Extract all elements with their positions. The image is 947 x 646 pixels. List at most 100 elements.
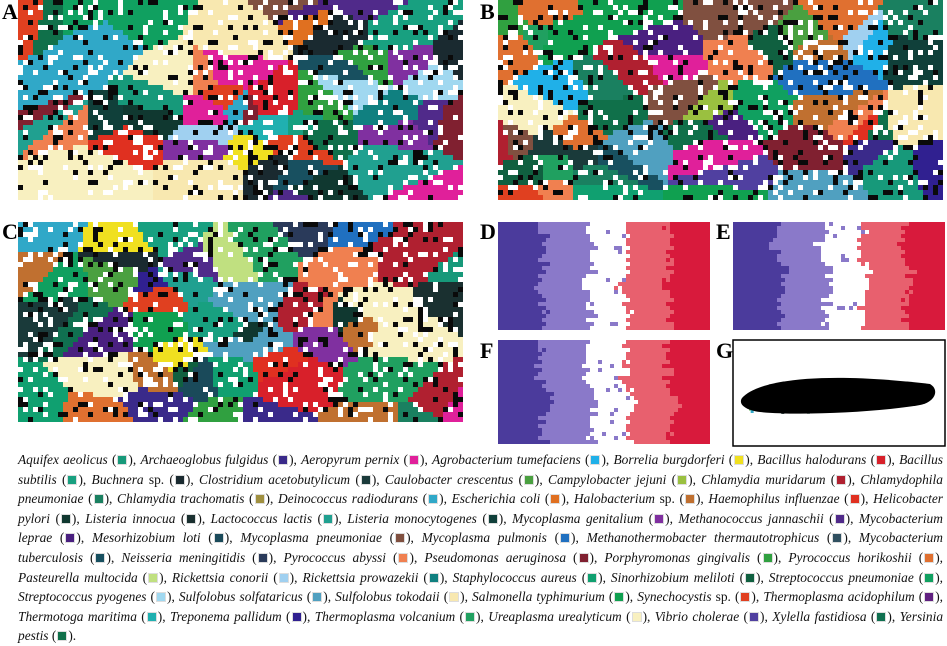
map-cell: [58, 115, 63, 120]
map-cell: [278, 190, 283, 195]
legend-entry: Pyrococcus abyssi: [284, 550, 418, 565]
map-cell: [603, 110, 633, 115]
map-cell: [823, 65, 828, 70]
map-cell: [98, 145, 103, 150]
map-cell: [38, 287, 63, 292]
map-cell: [258, 402, 278, 407]
map-cell: [918, 175, 943, 180]
map-cell: [703, 180, 718, 185]
map-cell: [178, 417, 183, 422]
map-cell: [781, 294, 829, 298]
map-cell: [633, 195, 638, 200]
map-cell: [163, 140, 173, 145]
map-cell: [218, 362, 238, 367]
map-cell: [83, 257, 93, 262]
map-cell: [614, 384, 618, 388]
map-cell: [743, 100, 763, 105]
map-cell: [546, 270, 598, 274]
map-cell: [573, 65, 583, 70]
map-cell: [333, 312, 353, 317]
map-cell: [63, 402, 78, 407]
map-cell: [293, 287, 303, 292]
map-cell: [388, 100, 413, 105]
map-cell: [588, 145, 598, 150]
map-cell: [288, 367, 318, 372]
map-cell: [813, 25, 818, 30]
map-cell: [173, 397, 183, 402]
map-cell: [103, 105, 108, 110]
map-cell: [103, 15, 163, 20]
map-cell: [783, 55, 788, 60]
map-cell: [433, 75, 453, 80]
map-cell: [73, 20, 78, 25]
map-cell: [63, 100, 68, 105]
map-cell: [658, 75, 663, 80]
color-swatch: [654, 513, 665, 524]
map-cell: [138, 65, 143, 70]
legend-entry: Chlamydia muridarum: [701, 472, 855, 487]
map-cell: [88, 40, 133, 45]
map-cell: [238, 377, 248, 382]
map-cell: [913, 30, 918, 35]
map-cell: [188, 160, 208, 165]
map-cell: [593, 75, 598, 80]
map-cell: [233, 70, 238, 75]
map-cell: [288, 55, 293, 60]
map-cell: [673, 20, 683, 25]
map-cell: [198, 347, 208, 352]
map-cell: [188, 367, 193, 372]
map-cell: [508, 100, 538, 105]
map-cell: [38, 155, 43, 160]
map-cell: [193, 307, 198, 312]
swatch-wrap: [750, 550, 778, 565]
map-cell: [178, 222, 193, 227]
map-cell: [173, 267, 193, 272]
map-cell: [674, 298, 710, 302]
map-cell: [743, 5, 748, 10]
map-cell: [288, 5, 303, 10]
map-cell: [53, 135, 63, 140]
map-cell: [333, 317, 358, 322]
map-cell: [498, 262, 550, 266]
map-cell: [568, 95, 573, 100]
map-cell: [138, 105, 143, 110]
map-cell: [498, 376, 534, 380]
map-cell: [628, 155, 673, 160]
map-cell: [603, 25, 643, 30]
map-cell: [358, 140, 363, 145]
map-cell: [128, 185, 153, 190]
map-cell: [438, 160, 463, 165]
map-cell: [153, 407, 168, 412]
map-cell: [630, 298, 674, 302]
map-cell: [443, 322, 448, 327]
map-cell: [678, 25, 693, 30]
map-cell: [308, 45, 338, 50]
map-cell: [633, 140, 648, 145]
map-cell: [848, 25, 853, 30]
map-cell: [253, 180, 258, 185]
map-cell: [633, 115, 648, 120]
map-cell: [248, 80, 253, 85]
map-cell: [498, 195, 543, 200]
map-cell: [188, 272, 193, 277]
map-cell: [333, 327, 338, 332]
map-cell: [218, 140, 228, 145]
map-cell: [308, 55, 333, 60]
map-cell: [73, 25, 78, 30]
map-cell: [128, 100, 133, 105]
map-cell: [388, 232, 393, 237]
map-cell: [83, 247, 93, 252]
map-cell: [23, 5, 28, 10]
map-cell: [153, 332, 183, 337]
map-cell: [118, 60, 123, 65]
map-cell: [718, 90, 728, 95]
map-cell: [63, 30, 73, 35]
map-cell: [398, 412, 403, 417]
map-cell: [128, 160, 163, 165]
map-cell: [198, 90, 203, 95]
map-cell: [873, 120, 878, 125]
map-cell: [428, 252, 433, 257]
map-cell: [73, 145, 88, 150]
map-cell: [28, 95, 33, 100]
map-cell: [123, 227, 138, 232]
